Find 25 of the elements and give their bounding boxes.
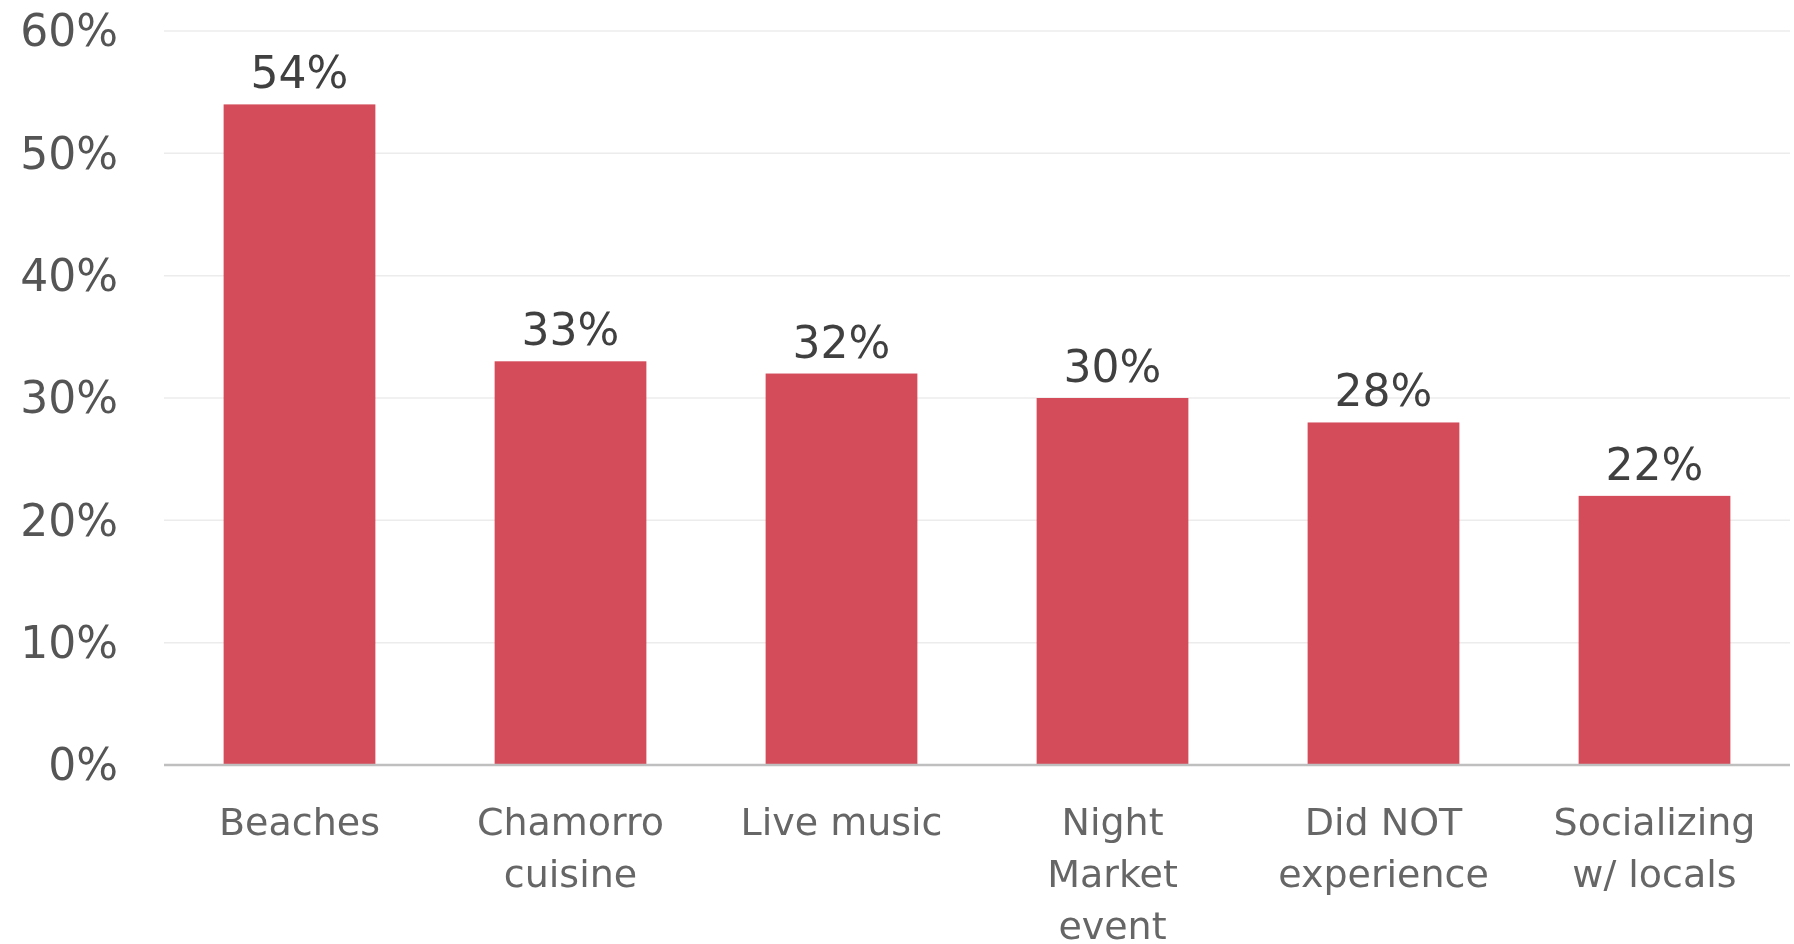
y-tick-label: 60%: [20, 5, 118, 57]
data-label: 30%: [1063, 341, 1162, 392]
y-tick-label: 0%: [48, 739, 118, 791]
data-label: 33%: [521, 304, 620, 356]
y-tick-label: 40%: [20, 250, 118, 302]
data-label: 28%: [1334, 365, 1433, 417]
bar: [765, 373, 918, 765]
data-label: 54%: [250, 47, 349, 99]
bar: [223, 104, 376, 765]
data-label: 22%: [1605, 438, 1704, 490]
bar: [494, 361, 647, 765]
bar: [1307, 422, 1460, 765]
y-tick-label: 10%: [20, 617, 118, 669]
y-tick-label: 50%: [20, 127, 118, 179]
bar: [1578, 495, 1731, 765]
bar: [1036, 398, 1189, 765]
y-tick-label: 30%: [20, 372, 118, 424]
x-tick-label: Beaches: [219, 800, 380, 844]
x-tick-label: Live music: [740, 800, 943, 844]
x-tick-label: Chamorro cuisine: [476, 800, 665, 896]
x-tick-label: Night Market event: [1047, 800, 1178, 944]
y-tick-label: 20%: [20, 494, 118, 546]
x-tick-label: Did NOT experience: [1278, 800, 1489, 896]
x-tick-label: Socializing w/ locals: [1553, 800, 1756, 896]
data-label: 32%: [792, 316, 891, 368]
